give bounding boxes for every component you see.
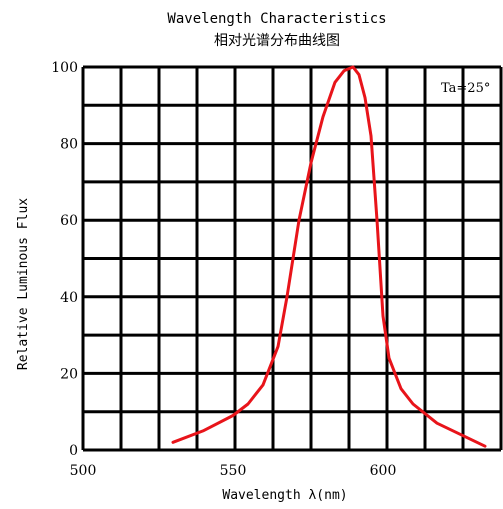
x-tick-label: 550	[220, 463, 247, 479]
spectral-curve	[171, 65, 487, 448]
y-axis-label: Relative Luminous Flux	[16, 198, 31, 370]
temperature-annotation: Ta=25°	[441, 81, 490, 96]
x-tick-label: 500	[70, 463, 97, 479]
y-tick-label: 60	[60, 213, 78, 229]
y-tick-label: 20	[60, 366, 78, 382]
chart-title: Wavelength Characteristics	[167, 11, 386, 27]
x-axis-label: Wavelength λ(nm)	[222, 488, 347, 503]
y-tick-label: 80	[60, 137, 78, 153]
y-tick-label: 40	[60, 290, 78, 306]
chart-subtitle: 相对光谱分布曲线图	[214, 33, 340, 49]
y-tick-label: 100	[51, 60, 78, 76]
y-tick-label: 0	[69, 443, 78, 459]
x-tick-label: 600	[370, 463, 397, 479]
tick-labels: 500550600650700750020406080100	[51, 60, 397, 479]
